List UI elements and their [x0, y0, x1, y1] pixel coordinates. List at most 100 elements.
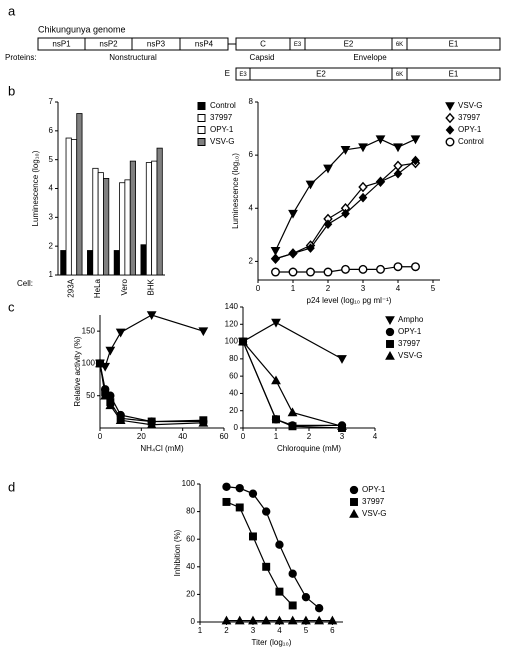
y-axis-label: Luminescence (log₁₀): [31, 150, 40, 226]
marker: [288, 209, 298, 219]
marker: [238, 336, 248, 346]
y-tick-label: 4: [49, 184, 54, 193]
marker: [340, 146, 351, 155]
marker: [235, 503, 244, 512]
y-tick-label: 7: [49, 97, 54, 106]
genome-box-label: 6K: [396, 42, 403, 48]
marker: [288, 248, 298, 259]
y-tick-label: 100: [182, 479, 196, 488]
genome-title: Chikungunya genome: [38, 24, 126, 34]
x-tick-label: Vero: [120, 278, 129, 295]
marker: [248, 489, 258, 498]
marker: [358, 181, 368, 193]
x-tick-label: 293A: [66, 278, 75, 297]
marker: [275, 587, 284, 596]
marker: [386, 340, 394, 348]
genome-box: [179, 37, 229, 51]
genome-box-label: nsP1: [52, 40, 71, 49]
x-tick-label: 5: [431, 284, 436, 293]
marker: [323, 219, 333, 230]
genome-box-label: E2: [344, 40, 354, 49]
marker: [287, 407, 298, 417]
x-tick-label: 3: [361, 284, 366, 293]
bar: [119, 182, 126, 276]
marker: [271, 318, 281, 328]
bar: [103, 178, 110, 276]
panel-label: c: [8, 299, 15, 314]
marker: [306, 243, 315, 253]
y-tick-label: 60: [186, 534, 195, 543]
marker: [105, 400, 116, 410]
marker: [323, 164, 333, 174]
x-tick-label: HeLa: [93, 278, 102, 298]
bar: [151, 160, 158, 276]
panel-label: d: [8, 479, 15, 494]
marker: [287, 615, 298, 625]
legend-label: 37997: [362, 497, 385, 506]
bar: [76, 113, 83, 276]
protein-group: Nonstructural: [109, 53, 157, 62]
genome-box: [406, 37, 501, 51]
legend-label: 37997: [458, 113, 481, 122]
bar: [87, 250, 94, 276]
y-axis-label: Inhibition (%): [173, 529, 182, 576]
panel-label: a: [8, 3, 16, 18]
panel-label: b: [8, 83, 15, 98]
x-tick-label: 0: [241, 432, 246, 441]
marker: [410, 135, 421, 145]
genome-box-label: nsP4: [195, 40, 214, 49]
x-axis-label: Cell:: [17, 279, 33, 288]
x-tick-label: 5: [304, 626, 309, 635]
y-tick-label: 5: [49, 155, 54, 164]
x-tick-label: 40: [178, 432, 187, 441]
y-tick-label: 8: [249, 97, 254, 106]
marker: [301, 615, 311, 625]
legend-label: VSV-G: [458, 101, 482, 110]
x-tick-label: BHK: [147, 278, 156, 295]
bar: [60, 250, 67, 276]
marker: [445, 112, 455, 124]
marker: [327, 615, 338, 625]
marker: [248, 532, 257, 541]
y-tick-label: 50: [86, 391, 95, 400]
marker: [411, 155, 420, 166]
marker: [262, 507, 271, 516]
series-line: [242, 341, 343, 429]
genome-box-label: E1: [449, 40, 459, 49]
bar: [70, 139, 78, 276]
y-tick-label: 150: [82, 326, 96, 335]
marker: [288, 569, 297, 578]
marker: [95, 358, 105, 368]
marker: [349, 508, 359, 518]
marker: [305, 180, 316, 190]
marker: [358, 264, 368, 274]
y-tick-label: 20: [186, 590, 195, 599]
x-axis-label: NH₄Cl (mM): [140, 444, 184, 453]
series-line: [274, 138, 416, 252]
marker: [115, 415, 126, 425]
legend-swatch: [197, 126, 206, 134]
legend-label: OPY-1: [398, 327, 422, 336]
marker: [341, 264, 350, 274]
marker: [301, 592, 311, 602]
genome-box-label: E2: [316, 70, 326, 79]
legend-label: OPY-1: [458, 125, 482, 134]
marker: [350, 498, 358, 506]
row-label: Proteins:: [5, 53, 37, 62]
x-tick-label: 1: [198, 626, 203, 635]
marker: [222, 482, 231, 491]
legend-label: Ampho: [398, 315, 424, 324]
y-tick-label: 40: [186, 562, 195, 571]
bar: [156, 147, 163, 276]
marker: [323, 267, 333, 277]
marker: [261, 615, 272, 625]
bar: [92, 167, 99, 276]
y-tick-label: 40: [229, 389, 238, 398]
genome-box: [406, 67, 501, 81]
marker: [341, 208, 350, 219]
marker: [411, 262, 420, 272]
x-tick-label: 20: [137, 432, 146, 441]
x-tick-label: 3: [340, 432, 345, 441]
x-tick-label: 2: [307, 432, 312, 441]
marker: [146, 419, 157, 429]
